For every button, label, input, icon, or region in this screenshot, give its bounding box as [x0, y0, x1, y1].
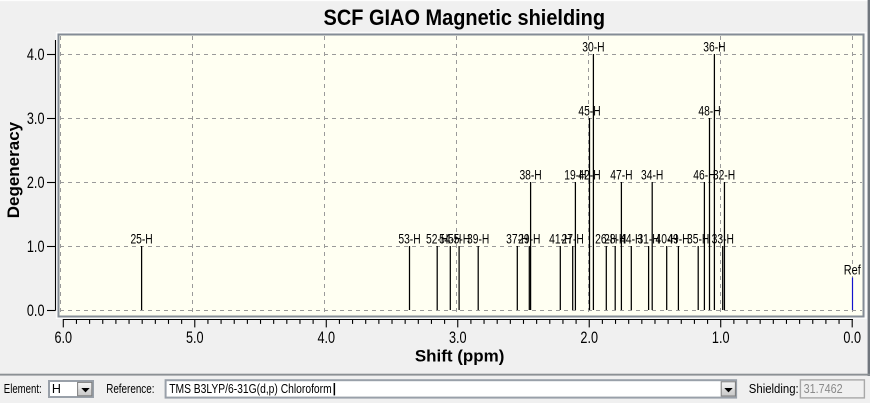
svg-text:Shift (ppm): Shift (ppm) [415, 348, 505, 366]
svg-text:Element:: Element: [4, 382, 42, 396]
svg-text:3.0: 3.0 [449, 329, 467, 347]
svg-text:35-H: 35-H [687, 231, 709, 246]
svg-text:2.0: 2.0 [27, 174, 45, 192]
svg-text:1.0: 1.0 [27, 238, 45, 256]
svg-text:32-H: 32-H [713, 167, 735, 182]
svg-text:55-H: 55-H [448, 231, 470, 246]
svg-text:4.0: 4.0 [317, 329, 335, 347]
svg-text:31.7462: 31.7462 [804, 382, 843, 396]
svg-text:34-H: 34-H [641, 167, 663, 182]
svg-text:5.0: 5.0 [186, 329, 204, 347]
svg-text:36-H: 36-H [703, 39, 725, 54]
svg-text:6.0: 6.0 [55, 329, 73, 347]
svg-text:Ref: Ref [844, 263, 861, 278]
svg-text:3.0: 3.0 [27, 110, 45, 128]
svg-text:Degeneracy: Degeneracy [4, 121, 23, 218]
svg-text:Reference:: Reference: [106, 382, 154, 396]
svg-text:31-H: 31-H [637, 231, 659, 246]
svg-text:52-H: 52-H [426, 231, 448, 246]
svg-text:TMS B3LYP/6-31G(d,p) Chlorofor: TMS B3LYP/6-31G(d,p) Chloroform [169, 382, 332, 396]
svg-text:48-H: 48-H [698, 104, 720, 119]
svg-text:SCF GIAO Magnetic shielding: SCF GIAO Magnetic shielding [324, 5, 606, 30]
svg-text:2.0: 2.0 [580, 329, 598, 347]
svg-text:53-H: 53-H [398, 231, 420, 246]
svg-text:49-H: 49-H [667, 231, 689, 246]
svg-text:38-H: 38-H [519, 167, 541, 182]
svg-text:45-H: 45-H [578, 104, 600, 119]
svg-text:54-H: 54-H [439, 231, 461, 246]
svg-text:0.0: 0.0 [27, 302, 45, 320]
svg-text:19-H: 19-H [564, 167, 586, 182]
svg-text:26-H: 26-H [595, 231, 617, 246]
svg-text:4.0: 4.0 [27, 46, 45, 64]
svg-text:28-H: 28-H [604, 231, 626, 246]
svg-text:Shielding:: Shielding: [749, 382, 799, 396]
svg-text:30-H: 30-H [582, 39, 604, 54]
svg-text:47-H: 47-H [610, 167, 632, 182]
svg-text:25-H: 25-H [130, 231, 152, 246]
svg-text:27-H: 27-H [562, 231, 584, 246]
svg-text:33-H: 33-H [712, 231, 734, 246]
svg-text:1.0: 1.0 [712, 329, 730, 347]
svg-text:29-H: 29-H [518, 231, 540, 246]
svg-text:42-H: 42-H [578, 167, 600, 182]
svg-text:37-H: 37-H [506, 231, 528, 246]
svg-text:40-H: 40-H [656, 231, 678, 246]
svg-text:0.0: 0.0 [843, 329, 861, 347]
svg-text:39-H: 39-H [467, 231, 489, 246]
svg-text:H: H [52, 382, 61, 396]
svg-text:44-H: 44-H [620, 231, 642, 246]
svg-text:41-H: 41-H [549, 231, 571, 246]
svg-text:46-H: 46-H [693, 167, 715, 182]
